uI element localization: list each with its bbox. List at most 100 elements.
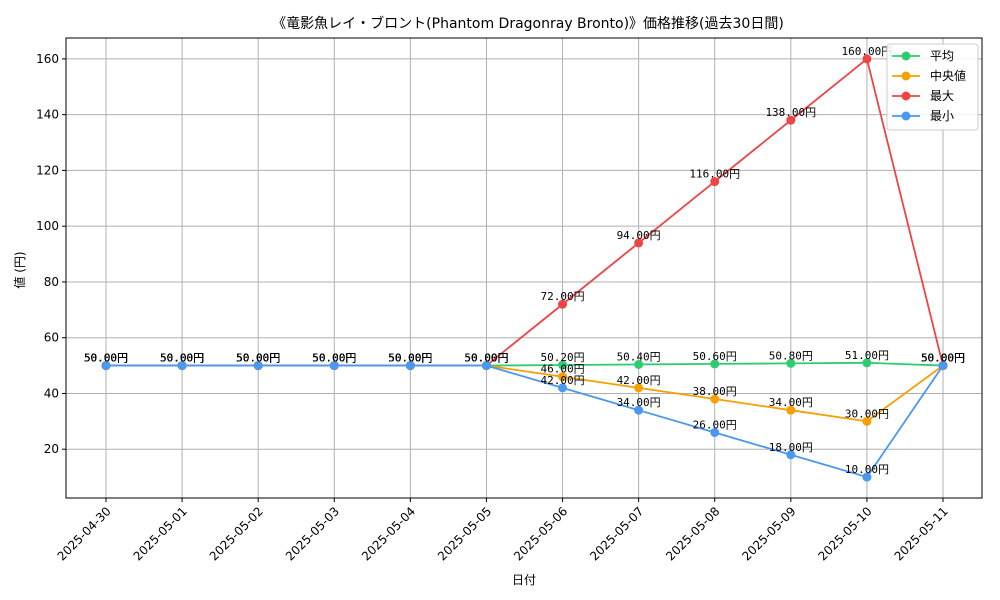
y-tick-label: 100 — [36, 219, 59, 233]
series-point — [177, 361, 187, 371]
data-label: 50.00円 — [388, 352, 432, 365]
series-point — [634, 405, 644, 415]
data-label: 50.00円 — [388, 352, 432, 365]
data-label: 50.00円 — [84, 352, 128, 365]
data-label: 160.00円 — [842, 45, 893, 58]
data-label: 42.00円 — [617, 374, 661, 387]
data-label: 50.40円 — [617, 350, 661, 363]
x-axis-label: 日付 — [512, 573, 536, 587]
data-label: 50.00円 — [312, 352, 356, 365]
data-label: 50.60円 — [693, 350, 737, 363]
series-point — [101, 361, 111, 371]
series-point — [634, 238, 644, 248]
data-label: 72.00円 — [540, 290, 584, 303]
series-point — [786, 358, 796, 368]
series-point — [329, 361, 339, 371]
data-label: 138.00円 — [765, 106, 816, 119]
data-label: 34.00円 — [769, 396, 813, 409]
legend-box — [886, 43, 979, 131]
legend-entry-label: 平均 — [930, 49, 954, 63]
series-point — [786, 405, 796, 415]
series-point — [786, 450, 796, 460]
y-tick-label: 120 — [36, 163, 59, 177]
series-group — [101, 54, 948, 482]
data-label: 50.00円 — [84, 352, 128, 365]
data-label: 51.00円 — [845, 349, 889, 362]
legend-entry-label: 最小 — [930, 109, 954, 123]
data-label: 50.00円 — [312, 352, 356, 365]
data-label: 50.00円 — [236, 352, 280, 365]
series-point — [253, 361, 263, 371]
data-label: 18.00円 — [769, 441, 813, 454]
data-label: 10.00円 — [845, 463, 889, 476]
data-label: 50.00円 — [236, 352, 280, 365]
data-label: 50.00円 — [160, 352, 204, 365]
data-label: 50.00円 — [921, 352, 965, 365]
y-tick-label: 80 — [44, 275, 59, 289]
series-line — [106, 364, 944, 479]
data-label: 50.00円 — [921, 352, 965, 365]
data-label: 50.00円 — [160, 352, 204, 365]
data-label: 26.00円 — [693, 418, 737, 431]
data-label: 50.00円 — [464, 352, 508, 365]
series-point — [558, 299, 568, 309]
series-point — [558, 383, 568, 393]
y-tick-label: 160 — [36, 52, 59, 66]
data-label: 50.00円 — [160, 352, 204, 365]
y-tick-label: 140 — [36, 108, 59, 122]
y-axis-label: 値 (円) — [12, 251, 27, 288]
chart-title: 《竜影魚レイ・ブロント(Phantom Dragonray Bronto)》価格… — [272, 15, 784, 32]
data-label: 50.00円 — [388, 352, 432, 365]
data-label: 34.00円 — [617, 396, 661, 409]
data-label: 50.00円 — [236, 352, 280, 365]
data-labels: 50.00円 50.00円 50.00円 50.00円 50.00円 50.00円 50.2… — [84, 45, 965, 476]
series-point — [862, 358, 872, 368]
legend-entry-label: 最大 — [930, 89, 954, 103]
y-tick-label: 40 — [44, 386, 59, 400]
data-label: 50.00円 — [921, 352, 965, 365]
data-label: 46.00円 — [540, 363, 584, 376]
series-point — [405, 361, 415, 371]
legend-entry-label: 中央値 — [930, 68, 966, 83]
data-label: 50.00円 — [84, 352, 128, 365]
series-point — [786, 115, 796, 125]
data-label: 50.00円 — [464, 352, 508, 365]
data-label: 50.00円 — [388, 352, 432, 365]
data-label: 50.00円 — [464, 352, 508, 365]
series-point — [710, 359, 720, 369]
legend-swatch-marker — [901, 51, 911, 61]
data-label: 50.00円 — [312, 352, 356, 365]
series-point — [634, 383, 644, 393]
legend-swatch-marker — [901, 91, 911, 101]
series-point — [938, 361, 948, 371]
data-label: 42.00円 — [540, 374, 584, 387]
legend-swatch-marker — [901, 71, 911, 81]
data-label: 38.00円 — [693, 385, 737, 398]
series-point — [710, 177, 720, 187]
data-label: 50.00円 — [84, 352, 128, 365]
series-point — [634, 359, 644, 369]
legend-swatch-marker — [901, 111, 911, 121]
series-point — [862, 416, 872, 426]
y-tick-label: 20 — [44, 442, 59, 456]
series-point — [862, 54, 872, 64]
data-label: 50.00円 — [464, 352, 508, 365]
data-label: 50.00円 — [160, 352, 204, 365]
series-point — [862, 472, 872, 482]
data-label: 50.20円 — [540, 351, 584, 364]
data-label: 50.00円 — [921, 352, 965, 365]
plot-frame — [65, 37, 983, 499]
data-label: 116.00円 — [689, 168, 740, 181]
data-label: 30.00円 — [845, 407, 889, 420]
series-point — [558, 360, 568, 370]
series-point — [710, 427, 720, 437]
y-tick-label: 60 — [44, 331, 59, 345]
series-point — [710, 394, 720, 404]
series-point — [558, 372, 568, 382]
data-label: 50.00円 — [236, 352, 280, 365]
data-label: 94.00円 — [617, 229, 661, 242]
